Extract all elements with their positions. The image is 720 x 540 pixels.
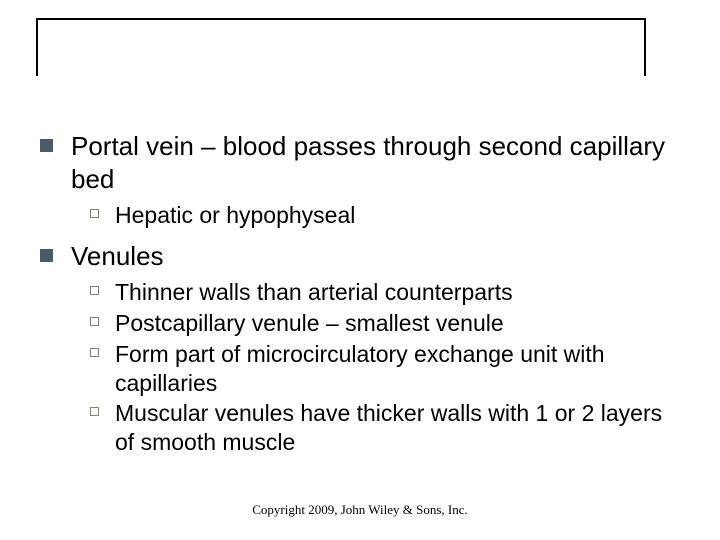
sublist-item-text: Hepatic or hypophyseal — [115, 201, 355, 230]
sublist-item: Form part of microcirculatory exchange u… — [90, 340, 680, 398]
list-item-text: Venules — [71, 240, 164, 273]
hollow-square-bullet-icon — [90, 209, 99, 218]
copyright-text: Copyright 2009, John Wiley & Sons, Inc. — [0, 502, 720, 518]
sublist: Hepatic or hypophyseal — [90, 201, 680, 230]
list-item: Venules — [40, 240, 680, 273]
list-item-text: Portal vein – blood passes through secon… — [71, 130, 680, 195]
sublist: Thinner walls than arterial counterparts… — [90, 278, 680, 457]
square-bullet-icon — [40, 139, 53, 152]
square-bullet-icon — [40, 249, 53, 262]
sublist-item-text: Muscular venules have thicker walls with… — [115, 399, 680, 457]
title-underline-box — [36, 18, 646, 76]
sublist-item: Hepatic or hypophyseal — [90, 201, 680, 230]
hollow-square-bullet-icon — [90, 407, 99, 416]
sublist-item-text: Form part of microcirculatory exchange u… — [115, 340, 680, 398]
hollow-square-bullet-icon — [90, 286, 99, 295]
sublist-item: Muscular venules have thicker walls with… — [90, 399, 680, 457]
sublist-item: Postcapillary venule – smallest venule — [90, 309, 680, 338]
sublist-item: Thinner walls than arterial counterparts — [90, 278, 680, 307]
hollow-square-bullet-icon — [90, 348, 99, 357]
hollow-square-bullet-icon — [90, 317, 99, 326]
slide-content: Portal vein – blood passes through secon… — [40, 130, 680, 467]
sublist-item-text: Postcapillary venule – smallest venule — [115, 309, 504, 338]
list-item: Portal vein – blood passes through secon… — [40, 130, 680, 195]
sublist-item-text: Thinner walls than arterial counterparts — [115, 278, 513, 307]
